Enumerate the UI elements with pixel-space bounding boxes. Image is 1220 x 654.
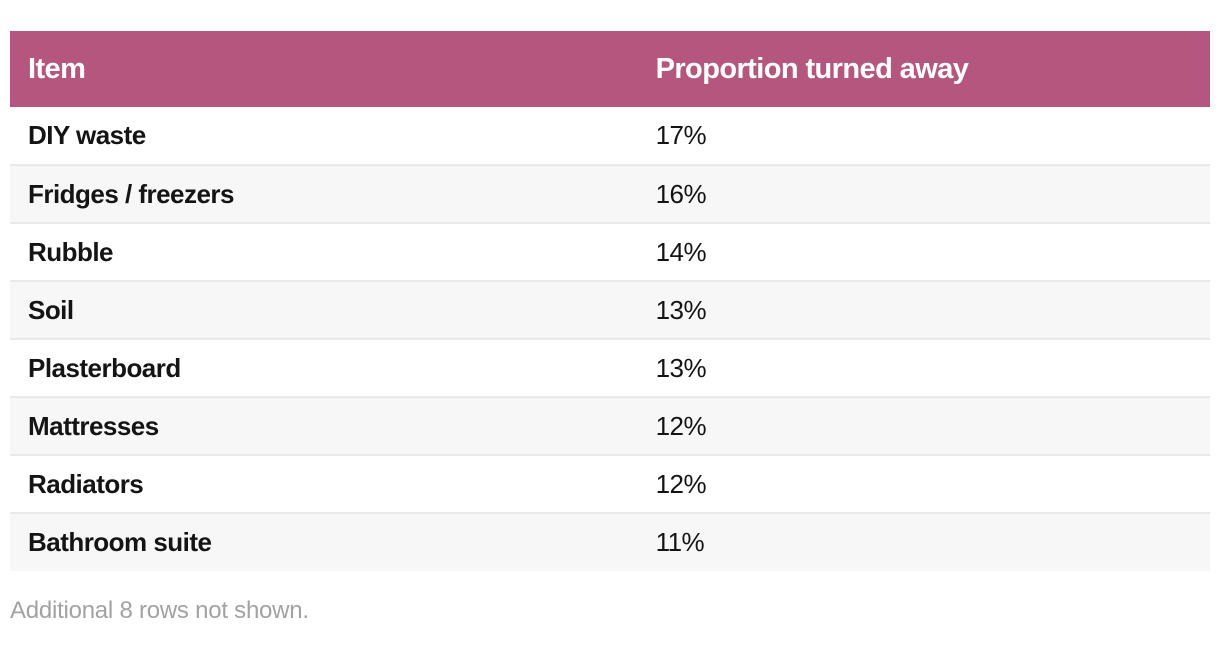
- value-cell: 12%: [655, 410, 707, 441]
- value-cell: 14%: [655, 236, 707, 267]
- item-cell: Soil: [28, 294, 74, 325]
- table-row: Rubble 14%: [10, 223, 1210, 281]
- rows-not-shown-note: Additional 8 rows not shown.: [10, 597, 309, 624]
- table-row: Mattresses 12%: [10, 397, 1210, 455]
- table-row: Bathroom suite 11%: [10, 513, 1210, 571]
- table-row: Radiators 12%: [10, 455, 1210, 513]
- value-cell: 11%: [655, 527, 705, 557]
- item-cell: Fridges / freezers: [28, 178, 234, 209]
- column-header-proportion: Proportion turned away: [637, 31, 1210, 107]
- turned-away-table: Item Proportion turned away DIY waste 17…: [10, 31, 1210, 625]
- table-row: Fridges / freezers 16%: [10, 165, 1210, 223]
- data-table: Item Proportion turned away DIY waste 17…: [10, 31, 1210, 571]
- value-cell: 16%: [655, 178, 707, 209]
- value-cell: 13%: [655, 352, 707, 383]
- table-header-row: Item Proportion turned away: [10, 31, 1210, 107]
- item-cell: Rubble: [28, 236, 114, 267]
- column-header-item: Item: [10, 31, 638, 107]
- value-cell: 12%: [655, 468, 707, 499]
- item-cell: Mattresses: [28, 410, 159, 441]
- item-cell: Bathroom suite: [28, 527, 212, 557]
- table-row: Soil 13%: [10, 281, 1210, 339]
- value-cell: 17%: [655, 120, 707, 150]
- table-row: DIY waste 17%: [10, 107, 1210, 165]
- value-cell: 13%: [655, 294, 707, 325]
- item-cell: Radiators: [28, 468, 144, 499]
- item-cell: Plasterboard: [28, 352, 181, 383]
- table-body: DIY waste 17% Fridges / freezers 16% Rub…: [10, 107, 1210, 571]
- table-row: Plasterboard 13%: [10, 339, 1210, 397]
- item-cell: DIY waste: [28, 120, 146, 150]
